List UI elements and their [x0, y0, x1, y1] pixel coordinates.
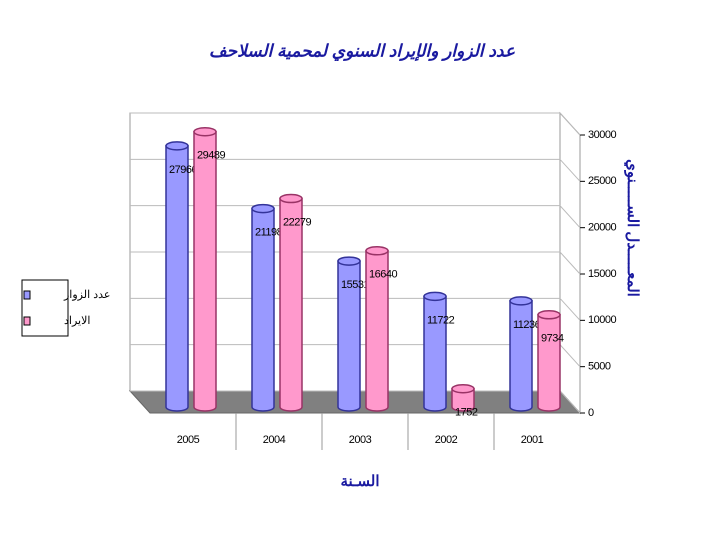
y-tick-label: 15000 — [588, 268, 616, 280]
legend-label: الايراد — [64, 315, 90, 327]
y-tick-label: 5000 — [588, 361, 611, 373]
value-label: 29489 — [197, 150, 225, 162]
y-tick-label: 30000 — [588, 129, 616, 141]
grid-line — [130, 158, 581, 182]
bar — [279, 197, 303, 412]
chart-title: عدد الزوار والإيراد السنوي لمحمية السلاح… — [209, 41, 516, 61]
bar-top — [451, 384, 475, 394]
bar — [451, 388, 475, 412]
value-label: 27966 — [169, 164, 197, 176]
x-tick-label: 2001 — [521, 434, 544, 446]
bar — [423, 295, 447, 412]
bar-top — [423, 291, 447, 302]
legend-label: عدد الزوار — [63, 289, 110, 301]
y-tick-label: 25000 — [588, 175, 616, 187]
value-label: 1752 — [455, 407, 478, 419]
bar — [365, 250, 389, 412]
bar-top — [279, 193, 303, 204]
bar — [251, 207, 275, 412]
value-label: 21198 — [255, 226, 283, 238]
bar — [509, 300, 533, 412]
bar — [165, 145, 189, 412]
bar — [193, 130, 217, 412]
legend-swatch — [23, 290, 31, 300]
value-label: 16640 — [369, 269, 397, 281]
bar-top — [537, 310, 561, 320]
y-tick-label: 20000 — [588, 222, 616, 234]
y-tick-label: 10000 — [588, 314, 616, 326]
legend-swatch — [23, 316, 31, 326]
bar-top — [193, 126, 217, 137]
value-label: 11236 — [513, 319, 541, 331]
x-tick-label: 2004 — [263, 434, 286, 446]
bar — [537, 314, 561, 412]
legend-box — [21, 279, 69, 337]
value-label: 9734 — [541, 333, 564, 345]
bar-top — [165, 141, 189, 151]
bar-top — [365, 246, 389, 256]
grid-line — [130, 112, 581, 136]
grid-line — [130, 205, 581, 229]
value-label: 11722 — [427, 314, 455, 326]
value-label: 15531 — [341, 279, 369, 291]
x-tick-label: 2002 — [435, 434, 458, 446]
bar-top — [251, 203, 275, 214]
bar-top — [509, 296, 533, 306]
x-axis-title: السـنة — [340, 473, 379, 490]
y-axis-title: المعـــــدل الســـــنوي — [623, 159, 641, 297]
x-tick-label: 2005 — [177, 434, 200, 446]
bar-top — [337, 256, 361, 266]
bar — [337, 260, 361, 412]
x-tick-label: 2003 — [349, 434, 372, 446]
value-label: 22279 — [283, 216, 311, 228]
y-tick-label: 0 — [588, 407, 594, 419]
